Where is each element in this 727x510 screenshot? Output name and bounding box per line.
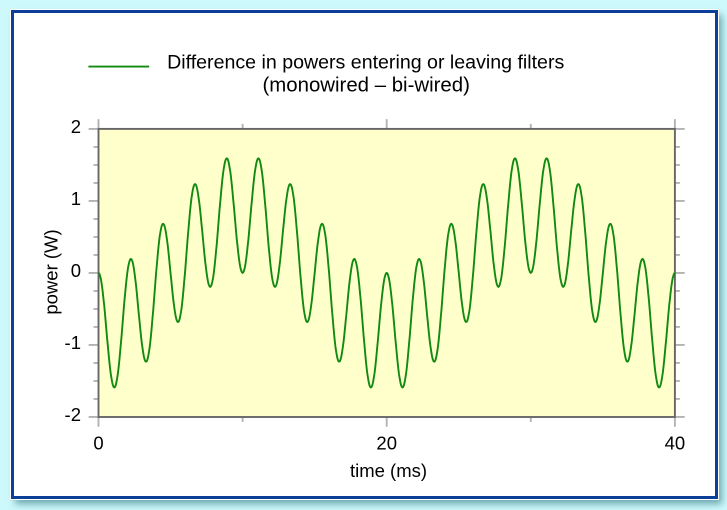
svg-text:1: 1: [71, 188, 81, 209]
svg-text:Difference in powers entering: Difference in powers entering or leaving…: [167, 52, 564, 74]
svg-text:-2: -2: [65, 404, 81, 425]
svg-text:(monowired – bi-wired): (monowired – bi-wired): [263, 75, 470, 97]
svg-text:40: 40: [665, 433, 686, 454]
svg-text:-1: -1: [65, 332, 81, 353]
svg-text:20: 20: [376, 433, 397, 454]
svg-text:0: 0: [71, 260, 81, 281]
svg-text:time (ms): time (ms): [350, 460, 427, 481]
svg-text:power (W): power (W): [41, 229, 62, 314]
svg-text:0: 0: [93, 433, 103, 454]
svg-text:2: 2: [71, 116, 81, 137]
